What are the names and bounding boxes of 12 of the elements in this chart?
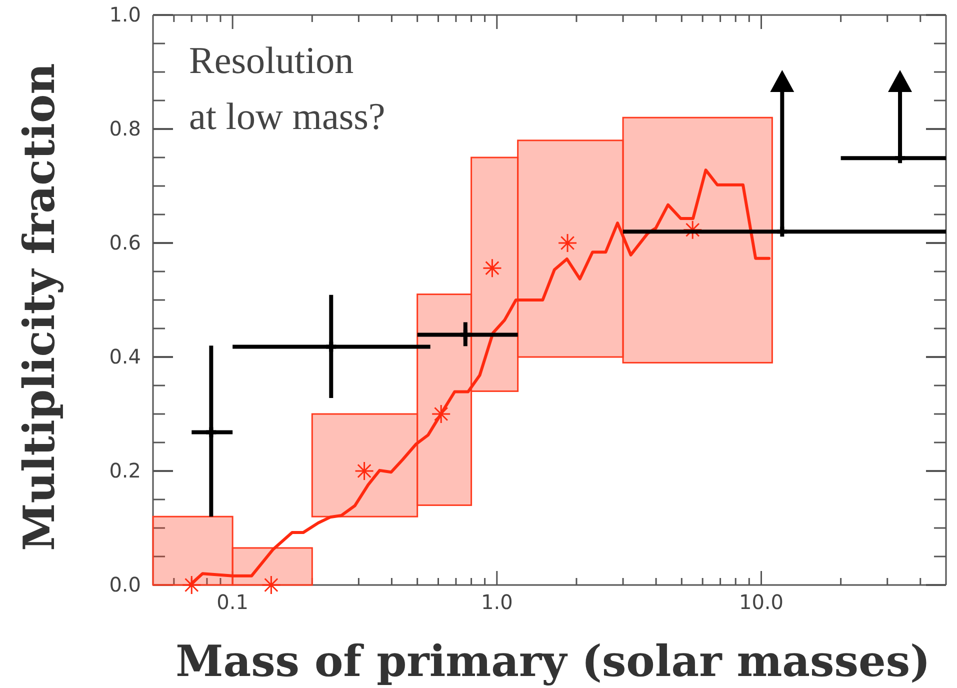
x-tick-label: 1.0 <box>481 590 513 614</box>
y-tick-label: 0.6 <box>109 230 141 254</box>
y-tick-label: 0.0 <box>109 572 141 596</box>
y-axis-title: Multiplicity fraction <box>15 63 65 551</box>
y-tick-label: 0.4 <box>109 344 141 368</box>
x-tick-label: 10.0 <box>738 590 784 614</box>
y-tick-label: 0.8 <box>109 116 141 140</box>
y-tick-label: 0.2 <box>109 458 141 482</box>
y-tick-label: 1.0 <box>109 2 141 26</box>
x-axis-title: Mass of primary (solar masses) <box>176 637 930 687</box>
annotation: Resolution at low mass? <box>189 40 386 138</box>
x-tick-label: 0.1 <box>216 590 248 614</box>
